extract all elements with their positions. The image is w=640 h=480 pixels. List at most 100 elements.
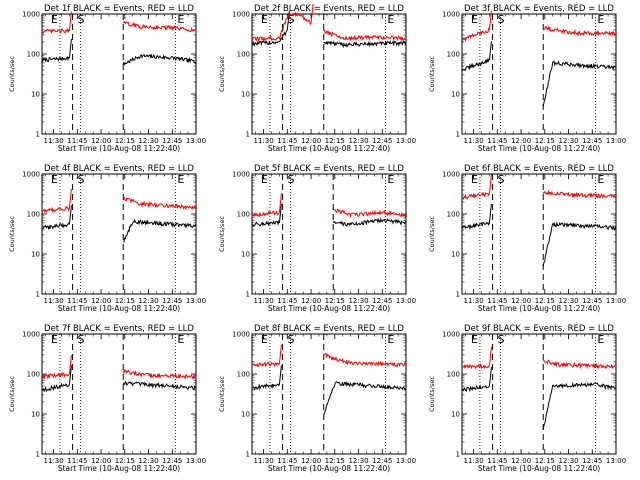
segment-marker: E <box>597 173 604 186</box>
x-tick-label: 12:00 <box>301 297 321 305</box>
y-tick-label: 100 <box>447 371 460 379</box>
y-axis-label: Counts/sec <box>8 56 16 92</box>
y-tick-label: 100 <box>447 51 460 59</box>
segment-marker: E <box>51 13 58 26</box>
events-series-jump <box>68 38 72 58</box>
x-tick-label: 11:30 <box>44 297 64 305</box>
segment-marker: S <box>498 13 505 26</box>
segment-marker: E <box>177 333 184 346</box>
y-tick-label: 10 <box>241 91 250 99</box>
x-tick-label: 11:30 <box>44 137 64 145</box>
events-series-pre <box>42 382 70 393</box>
events-series-pre <box>41 56 70 63</box>
x-tick-label: 12:15 <box>535 297 555 305</box>
events-series-pre <box>41 222 70 231</box>
x-tick-label: 12:30 <box>138 137 158 145</box>
x-axis-label: Start Time (10-Aug-08 11:22:40) <box>478 304 600 313</box>
events-series-jump <box>68 205 72 225</box>
x-axis-label: Start Time (10-Aug-08 11:22:40) <box>58 464 180 473</box>
x-tick-label: 11:45 <box>277 457 297 465</box>
panel-6: Det 6f BLACK = Events, RED = LLD 1 10 100 10… <box>428 164 626 313</box>
y-tick-label: 1 <box>36 131 40 139</box>
plot-frame <box>251 333 407 455</box>
y-axis-label: Counts/sec <box>218 216 226 252</box>
panel-8: Det 8f BLACK = Events, RED = LLD 1 10 100 10… <box>218 324 416 473</box>
events-series-post <box>122 53 197 66</box>
plot-frame <box>251 13 407 135</box>
plot-frame <box>461 333 617 455</box>
lld-series-jump <box>488 174 492 194</box>
x-tick-label: 13:00 <box>186 297 206 305</box>
y-axis-label: Counts/sec <box>428 216 436 252</box>
x-axis-label: Start Time (10-Aug-08 11:22:40) <box>58 144 180 153</box>
events-series-pre <box>251 29 288 48</box>
x-tick-label: 12:45 <box>582 297 602 305</box>
events-series-jump <box>488 203 492 223</box>
events-series-post <box>542 221 617 267</box>
panel-9: Det 9f BLACK = Events, RED = LLD 1 10 100 10… <box>428 324 626 473</box>
x-tick-label: 11:45 <box>67 297 87 305</box>
events-series-jump <box>68 365 72 385</box>
x-tick-label: 12:00 <box>91 297 111 305</box>
segment-marker: E <box>177 13 184 26</box>
segment-marker: S <box>288 333 295 346</box>
x-tick-label: 11:30 <box>464 297 484 305</box>
x-tick-label: 12:45 <box>372 457 392 465</box>
segment-marker: S <box>78 173 85 186</box>
x-tick-label: 12:15 <box>115 137 135 145</box>
events-series-post <box>323 380 407 415</box>
lld-series-pre <box>251 12 312 43</box>
x-tick-label: 12:30 <box>348 137 368 145</box>
segment-marker: E <box>387 333 394 346</box>
plot-frame <box>41 173 197 295</box>
x-tick-label: 11:30 <box>44 457 64 465</box>
y-axis-label: Counts/sec <box>8 216 16 252</box>
y-tick-label: 10 <box>31 91 40 99</box>
plot-frame <box>41 13 197 135</box>
y-tick-label: 100 <box>27 51 40 59</box>
x-tick-label: 13:00 <box>396 297 416 305</box>
x-tick-label: 12:45 <box>162 297 182 305</box>
x-tick-label: 12:00 <box>91 137 111 145</box>
x-tick-label: 13:00 <box>606 137 626 145</box>
x-tick-label: 13:00 <box>606 297 626 305</box>
x-tick-label: 12:00 <box>301 457 321 465</box>
y-axis-label: Counts/sec <box>428 376 436 412</box>
events-series-pre <box>251 383 280 391</box>
y-tick-label: 1 <box>36 451 40 459</box>
y-tick-label: 10 <box>451 411 460 419</box>
y-tick-label: 1000 <box>232 171 250 179</box>
lld-series-jump <box>68 189 72 209</box>
lld-series-jump <box>310 3 314 23</box>
x-tick-label: 12:15 <box>115 457 135 465</box>
events-series-pre <box>461 384 490 393</box>
y-axis-label: Counts/sec <box>218 376 226 412</box>
y-tick-label: 1 <box>246 291 250 299</box>
events-series-jump <box>278 365 282 385</box>
panel-2: Det 2f BLACK = Events, RED = LLD 1 10 100 10… <box>218 3 416 153</box>
x-tick-label: 12:15 <box>325 297 345 305</box>
x-tick-label: 12:45 <box>372 297 392 305</box>
x-tick-label: 12:30 <box>558 297 578 305</box>
plot-frame <box>251 173 407 295</box>
x-tick-label: 12:30 <box>138 297 158 305</box>
lld-series-pre <box>251 361 280 368</box>
segment-marker: E <box>387 13 394 26</box>
segment-marker: E <box>177 173 184 186</box>
x-tick-label: 11:30 <box>254 457 274 465</box>
lld-series-post <box>542 189 617 199</box>
events-series-post <box>542 60 617 107</box>
y-tick-label: 1000 <box>442 331 460 339</box>
y-tick-label: 1000 <box>232 11 250 19</box>
lld-series-jump <box>488 10 492 30</box>
x-tick-label: 12:00 <box>511 457 531 465</box>
segment-marker: E <box>387 173 394 186</box>
lld-series-jump <box>278 344 282 364</box>
x-tick-label: 12:45 <box>372 137 392 145</box>
x-tick-label: 11:30 <box>254 137 274 145</box>
segment-marker: S <box>498 333 505 346</box>
x-tick-label: 11:45 <box>487 137 507 145</box>
lld-series-post <box>122 196 197 211</box>
x-tick-label: 12:45 <box>162 457 182 465</box>
